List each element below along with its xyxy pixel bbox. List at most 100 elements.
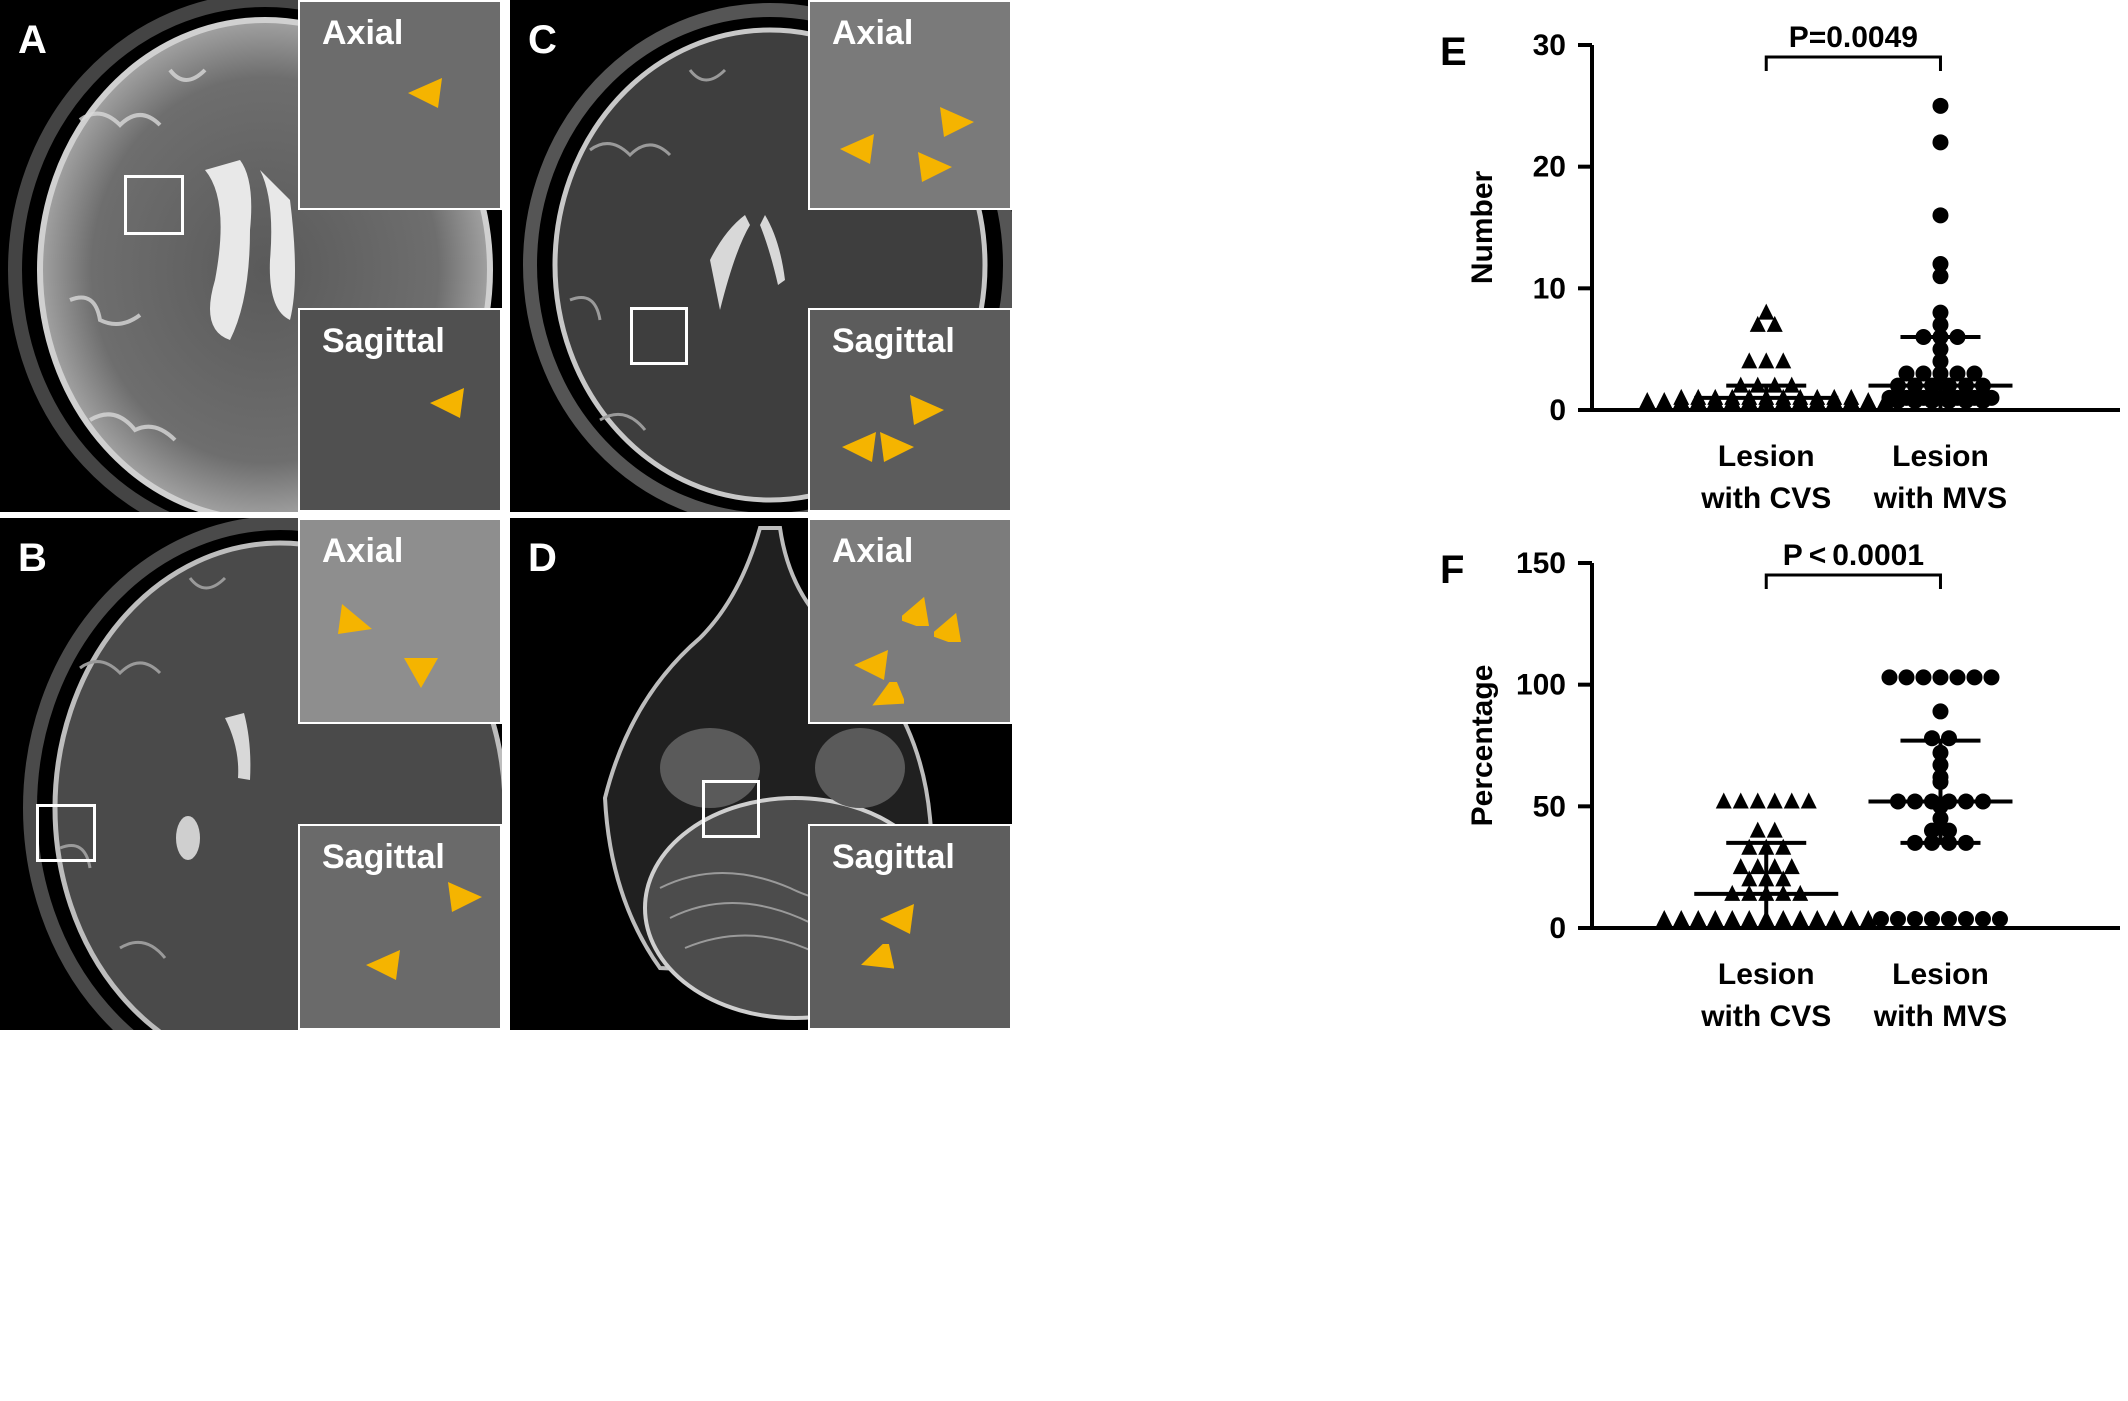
- panel-label-c: C: [528, 18, 557, 62]
- data-point-circle: [1932, 207, 1949, 224]
- inset-sagittal-d: Sagittal: [808, 824, 1012, 1030]
- y-tick-label: 0: [1549, 394, 1566, 427]
- data-point-triangle: [1775, 910, 1792, 926]
- y-tick-label: 0: [1549, 912, 1566, 945]
- arrowhead-icon: [872, 682, 904, 706]
- arrowhead-icon: [430, 388, 464, 418]
- data-point-triangle: [1775, 352, 1792, 369]
- data-point-circle: [1940, 911, 1957, 927]
- data-point-triangle: [1766, 858, 1783, 875]
- data-point-circle: [1966, 669, 1983, 686]
- arrowhead-icon: [880, 432, 914, 462]
- data-point-circle: [1974, 911, 1991, 927]
- data-point-circle: [1889, 393, 1906, 409]
- panel-label-f: F: [1440, 548, 1465, 592]
- data-point-circle: [1889, 911, 1906, 927]
- data-point-circle: [1915, 669, 1932, 686]
- data-point-triangle: [1826, 910, 1843, 926]
- panel-label-a: A: [18, 18, 47, 62]
- data-point-triangle: [1732, 792, 1749, 809]
- arrowhead-icon: [404, 658, 438, 688]
- data-point-circle: [1872, 911, 1889, 927]
- arrowhead-icon: [880, 904, 914, 934]
- data-point-circle: [1940, 730, 1957, 747]
- data-point-circle: [1923, 393, 1940, 409]
- chart-e-scatter: 0 10 20 30 Number P=0.0049 Lesion with CVS Lesio…: [1466, 21, 2120, 512]
- data-point-circle: [1915, 365, 1932, 382]
- data-point-triangle: [1843, 910, 1860, 926]
- data-point-triangle: [1792, 910, 1809, 926]
- arrowhead-icon: [448, 882, 482, 912]
- panel-label-e: E: [1440, 30, 1467, 74]
- data-point-triangle: [1656, 910, 1673, 926]
- arrowhead-icon: [840, 134, 874, 164]
- y-tick-label: 30: [1533, 29, 1566, 62]
- data-point-circle: [1923, 822, 1940, 839]
- data-point-circle: [1966, 365, 1983, 382]
- data-point-triangle: [1843, 392, 1860, 408]
- data-point-circle: [1932, 304, 1949, 321]
- data-point-triangle: [1749, 792, 1766, 809]
- data-point-circle: [1932, 703, 1949, 720]
- data-point-triangle: [1690, 910, 1707, 926]
- mri-panel-c: C Axial Sagittal: [510, 0, 1012, 512]
- data-point-circle: [1957, 393, 1974, 409]
- data-point-triangle: [1741, 352, 1758, 369]
- data-point-circle: [1991, 911, 2008, 927]
- data-point-triangle: [1749, 821, 1766, 838]
- inset-label-axial: Axial: [322, 532, 404, 570]
- data-point-circle: [1881, 669, 1898, 686]
- arrowhead-icon: [940, 107, 974, 137]
- inset-label-axial: Axial: [322, 14, 404, 52]
- inset-label-sagittal: Sagittal: [322, 322, 445, 360]
- data-point-circle: [1932, 316, 1949, 333]
- data-point-circle: [1906, 393, 1923, 409]
- data-point-circle: [1957, 911, 1974, 927]
- data-point-triangle: [1809, 392, 1826, 408]
- data-point-triangle: [1673, 392, 1690, 408]
- arrowhead-icon: [910, 395, 944, 425]
- y-tick-label: 50: [1533, 790, 1566, 823]
- arrowhead-icon: [338, 604, 372, 634]
- y-tick-label: 150: [1516, 547, 1566, 580]
- data-point-triangle: [1792, 392, 1809, 408]
- data-point-triangle: [1775, 838, 1792, 855]
- panel-label-b: B: [18, 536, 47, 580]
- data-point-circle: [1932, 97, 1949, 114]
- data-point-triangle: [1707, 910, 1724, 926]
- data-point-triangle: [1639, 392, 1656, 408]
- data-point-triangle: [1741, 838, 1758, 855]
- data-point-circle: [1898, 669, 1915, 686]
- data-point-triangle: [1741, 870, 1758, 887]
- data-point-triangle: [1775, 870, 1792, 887]
- data-point-triangle: [1707, 392, 1724, 408]
- x-tick-label: with CVS: [1700, 1000, 1831, 1030]
- data-point-triangle: [1783, 858, 1800, 875]
- data-point-triangle: [1749, 858, 1766, 875]
- data-point-triangle: [1809, 910, 1826, 926]
- data-point-circle: [1898, 365, 1915, 382]
- data-point-triangle: [1749, 315, 1766, 332]
- data-point-triangle: [1766, 792, 1783, 809]
- data-point-circle: [1974, 393, 1991, 409]
- x-tick-label: Lesion: [1892, 958, 1989, 991]
- arrowhead-icon: [861, 944, 894, 969]
- data-point-circle: [1932, 134, 1949, 151]
- arrowhead-icon: [918, 152, 952, 182]
- inset-label-sagittal: Sagittal: [832, 322, 955, 360]
- x-tick-label: Lesion: [1718, 440, 1815, 473]
- data-point-triangle: [1656, 392, 1673, 408]
- data-point-triangle: [1766, 821, 1783, 838]
- data-point-triangle: [1673, 910, 1690, 926]
- data-point-triangle: [1860, 392, 1877, 408]
- mri-panel-d: D Axial Sagittal: [510, 518, 1012, 1030]
- y-tick-label: 20: [1533, 151, 1566, 184]
- data-point-triangle: [1758, 352, 1775, 369]
- y-axis-label: Number: [1466, 171, 1499, 285]
- significance-bracket: [1764, 55, 1942, 71]
- y-tick-label: 10: [1533, 272, 1566, 305]
- p-value-annotation: P=0.0049: [1789, 21, 1918, 54]
- arrowhead-icon: [366, 950, 400, 980]
- y-axis-label: Percentage: [1466, 665, 1499, 827]
- inset-label-axial: Axial: [832, 14, 914, 52]
